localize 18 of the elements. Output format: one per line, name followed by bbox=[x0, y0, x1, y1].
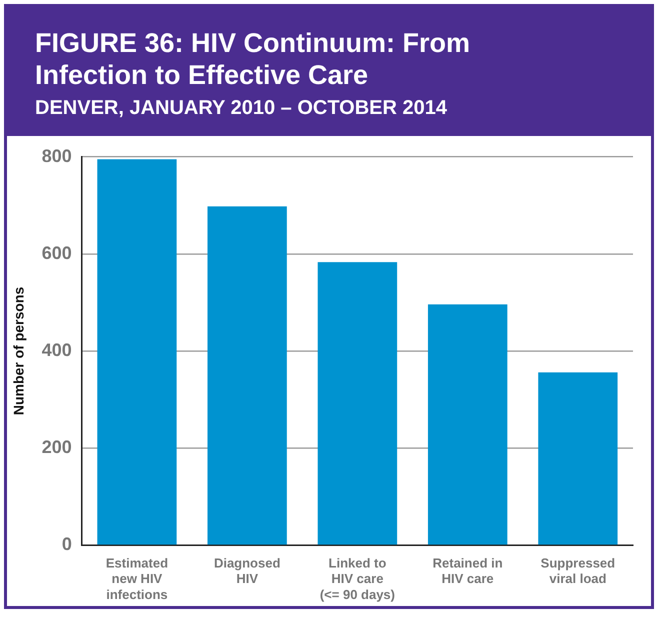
x-tick-label: Suppressed viral load bbox=[540, 556, 616, 586]
y-axis-title: Number of persons bbox=[10, 286, 26, 416]
x-tick-label: Estimated new HIV infections bbox=[106, 556, 168, 602]
y-tick-label: 800 bbox=[42, 146, 72, 166]
x-tick-label: Linked to HIV care (<= 90 days) bbox=[320, 556, 395, 602]
x-tick-label: Diagnosed HIV bbox=[214, 556, 280, 586]
bar bbox=[538, 372, 618, 545]
x-tick-label: Retained in HIV care bbox=[432, 556, 503, 586]
bar bbox=[428, 304, 508, 545]
chart-subtitle: DENVER, JANUARY 2010 – OCTOBER 2014 bbox=[35, 97, 448, 120]
y-tick-label: 400 bbox=[42, 340, 72, 360]
y-tick-label: 200 bbox=[42, 437, 72, 458]
bar bbox=[97, 159, 177, 545]
y-tick-label: 0 bbox=[62, 534, 72, 554]
bar bbox=[318, 262, 398, 545]
bar bbox=[208, 206, 287, 545]
y-tick-label: 600 bbox=[42, 242, 72, 263]
chart-title: FIGURE 36: HIV Continuum: From Infection to Effective Care bbox=[35, 27, 471, 91]
